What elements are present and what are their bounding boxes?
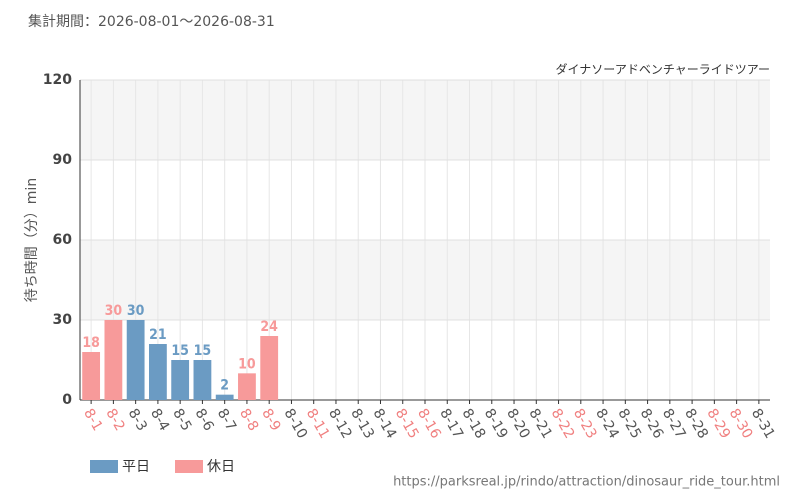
value-label: 15 [171, 343, 189, 359]
x-tick-label: 8-8 [236, 406, 261, 434]
period-header: 集計期間：2026-08-01～2026-08-31 [28, 13, 275, 30]
x-tick-label: 8-1 [80, 406, 105, 434]
bar [149, 344, 167, 400]
y-axis-label: 待ち時間（分）min [24, 178, 40, 302]
bar [126, 320, 145, 400]
x-tick-label: 8-2 [102, 406, 127, 434]
legend-label: 休日 [207, 459, 235, 475]
y-tick-label: 30 [53, 312, 73, 328]
bar [193, 360, 212, 400]
bar [215, 394, 234, 400]
y-tick-label: 90 [53, 152, 73, 168]
x-tick-label: 8-31 [748, 406, 778, 442]
x-tick-label: 8-6 [191, 406, 216, 434]
value-label: 30 [105, 303, 123, 319]
legend-label: 平日 [122, 459, 150, 475]
legend-swatch [175, 460, 203, 473]
x-tick-label: 8-5 [169, 406, 194, 434]
x-tick-label: 8-4 [147, 406, 172, 434]
y-tick-label: 120 [43, 72, 72, 88]
bar [238, 373, 256, 400]
value-label: 24 [260, 319, 278, 335]
value-label: 15 [194, 343, 212, 359]
value-label: 2 [220, 378, 229, 394]
bar [104, 320, 123, 400]
bar [171, 360, 190, 400]
y-tick-label: 0 [62, 392, 72, 408]
chart-subtitle: ダイナソーアドベンチャーライドツアー [556, 62, 770, 77]
value-label: 30 [127, 303, 145, 319]
bar [82, 352, 101, 400]
x-tick-label: 8-7 [214, 406, 239, 434]
legend-swatch [90, 460, 118, 473]
value-label: 10 [238, 356, 256, 372]
source-url: https://parksreal.jp/rindo/attraction/di… [393, 475, 780, 490]
y-tick-label: 60 [53, 232, 73, 248]
bar [260, 336, 279, 400]
value-label: 18 [82, 335, 100, 351]
x-tick-label: 8-3 [125, 406, 150, 434]
x-tick-label: 8-9 [258, 406, 283, 434]
value-label: 21 [149, 327, 167, 343]
